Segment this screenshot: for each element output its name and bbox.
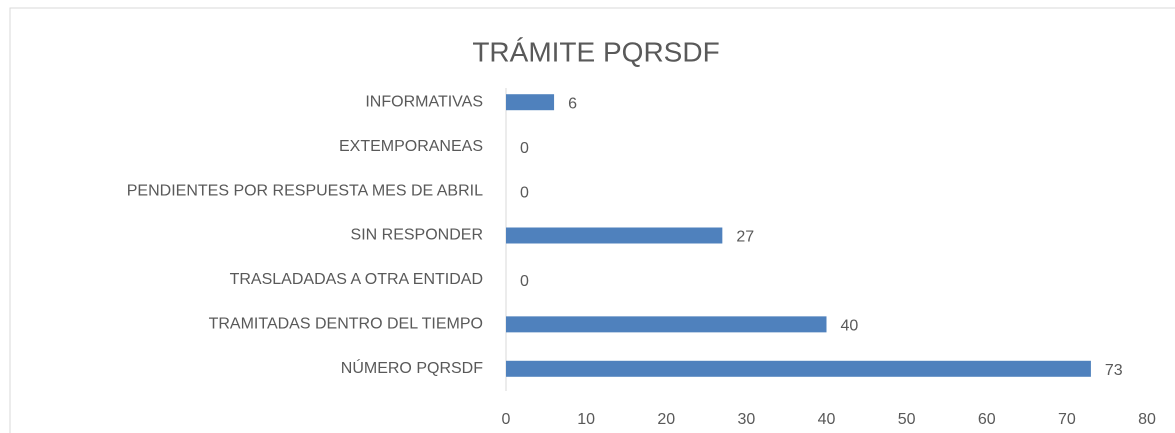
data-label: 73: [1105, 362, 1123, 379]
y-tick-label: NÚMERO PQRSDF: [341, 358, 483, 377]
bar: [506, 316, 827, 333]
x-tick-label: 50: [898, 411, 916, 428]
bar: [506, 94, 555, 111]
y-tick-label: EXTEMPORANEAS: [339, 138, 483, 155]
bar: [506, 360, 1091, 377]
y-tick-label: TRASLADADAS A OTRA ENTIDAD: [230, 271, 483, 288]
data-label: 0: [520, 140, 529, 157]
x-tick-label: 20: [657, 411, 675, 428]
x-tick-label: 10: [577, 411, 595, 428]
x-tick-label: 30: [737, 411, 755, 428]
x-tick-label: 70: [1058, 411, 1076, 428]
bar: [506, 227, 723, 244]
data-label: 6: [568, 95, 577, 112]
data-label: 0: [520, 184, 529, 201]
data-label: 27: [736, 229, 754, 246]
x-tick-label: 60: [978, 411, 996, 428]
y-tick-label: PENDIENTES POR RESPUESTA MES DE ABRIL: [127, 182, 483, 199]
data-label: 0: [520, 273, 529, 290]
x-tick-label: 80: [1138, 411, 1156, 428]
data-label: 40: [841, 318, 859, 335]
chart-title: TRÁMITE PQRSDF: [472, 36, 719, 67]
y-tick-label: SIN RESPONDER: [351, 227, 483, 244]
y-tick-label: INFORMATIVAS: [365, 93, 483, 110]
x-tick-label: 0: [502, 411, 511, 428]
y-tick-label: TRAMITADAS DENTRO DEL TIEMPO: [209, 316, 483, 333]
x-tick-label: 40: [818, 411, 836, 428]
